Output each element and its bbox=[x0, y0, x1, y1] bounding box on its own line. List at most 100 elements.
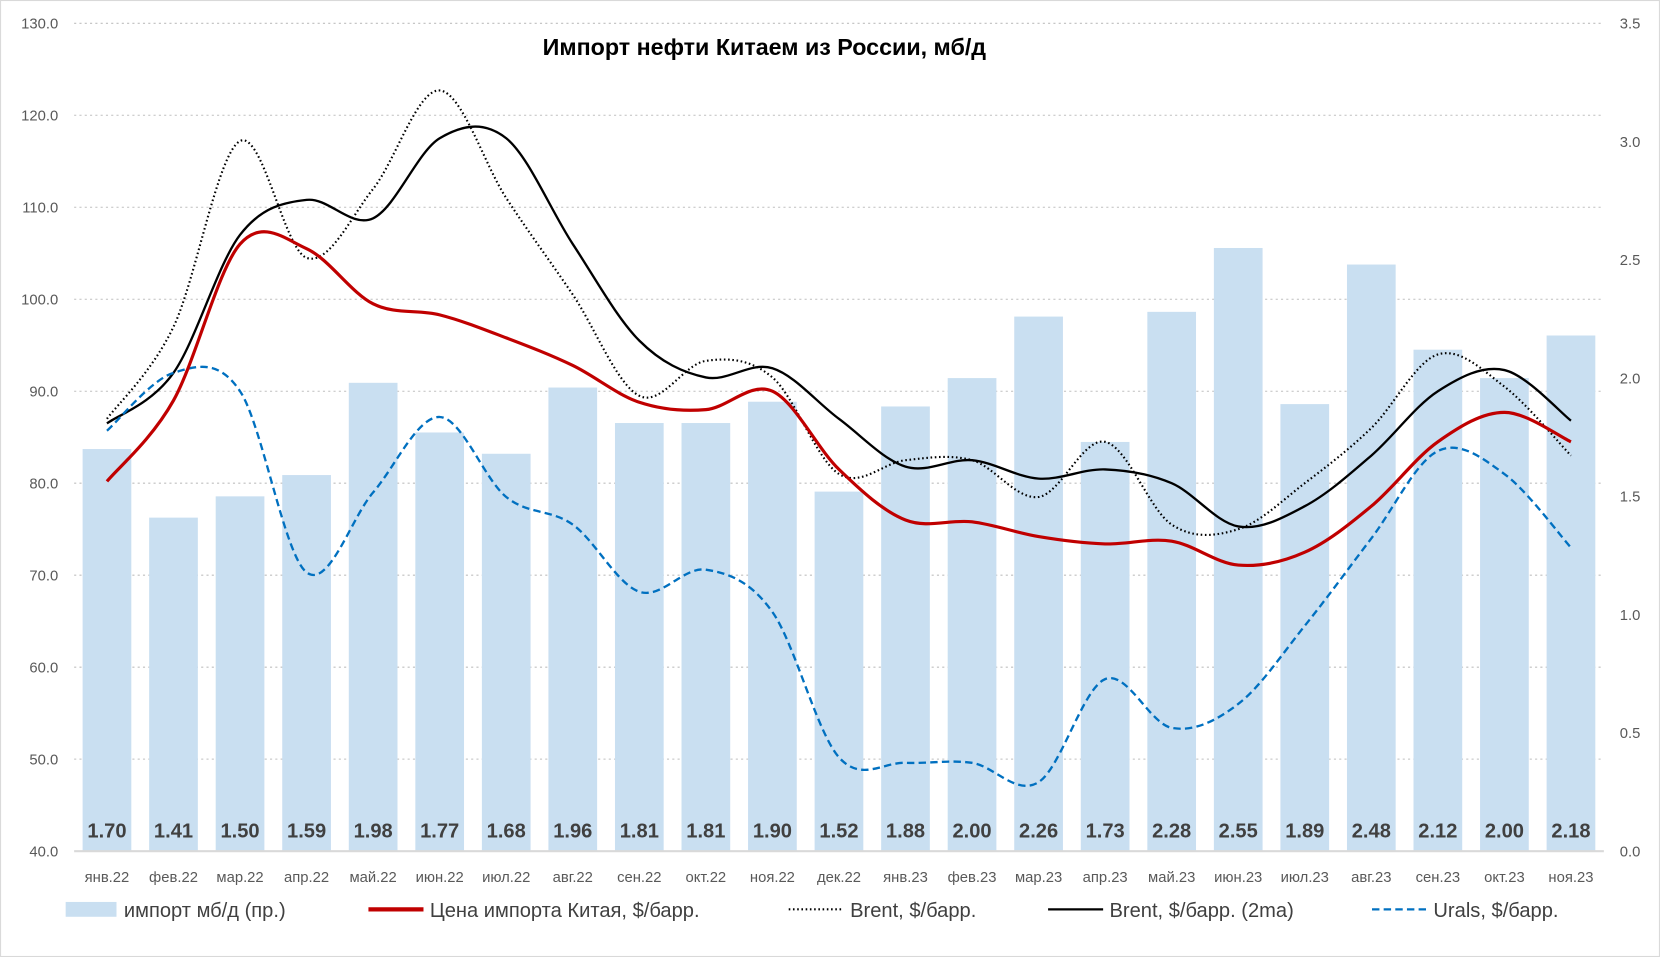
x-tick: июл.23 bbox=[1281, 870, 1329, 886]
y-left-tick: 80.0 bbox=[29, 476, 58, 492]
x-tick: фев.23 bbox=[948, 870, 997, 886]
y-right-tick: 2.0 bbox=[1620, 371, 1641, 387]
y-left-tick: 120.0 bbox=[21, 109, 58, 125]
bar bbox=[1346, 264, 1396, 852]
bar-data-label: 2.12 bbox=[1418, 820, 1457, 842]
bar bbox=[82, 449, 132, 852]
bar-data-label: 1.77 bbox=[420, 820, 459, 842]
bar bbox=[1014, 316, 1063, 852]
x-tick: окт.23 bbox=[1484, 870, 1525, 886]
x-tick: авг.22 bbox=[553, 870, 593, 886]
series-line-0 bbox=[105, 230, 1572, 568]
bar-data-label: 1.59 bbox=[287, 820, 326, 842]
bar-data-label: 1.50 bbox=[220, 820, 259, 842]
bar-data-label: 1.98 bbox=[354, 820, 393, 842]
x-tick: ноя.23 bbox=[1548, 870, 1593, 886]
y-left-tick: 50.0 bbox=[29, 752, 58, 768]
y-left-tick: 70.0 bbox=[29, 568, 58, 584]
bar bbox=[481, 453, 531, 852]
legend-label: Urals, $/барр. bbox=[1433, 900, 1558, 922]
x-tick: дек.22 bbox=[817, 870, 861, 886]
y-right-tick: 0.5 bbox=[1620, 726, 1641, 742]
legend-label: Цена импорта Китая, $/барр. bbox=[430, 900, 700, 922]
bar-data-label: 1.81 bbox=[686, 820, 725, 842]
bar-data-label: 2.18 bbox=[1551, 820, 1590, 842]
bar-data-label: 2.00 bbox=[1485, 820, 1524, 842]
bar bbox=[1546, 335, 1596, 852]
bar-data-label: 1.96 bbox=[553, 820, 592, 842]
bar-data-label: 1.41 bbox=[154, 820, 193, 842]
x-tick: фев.22 bbox=[149, 870, 198, 886]
chart-title: Импорт нефти Китаем из России, мб/д bbox=[543, 34, 987, 60]
bar bbox=[1280, 404, 1330, 852]
bar-data-label: 1.73 bbox=[1086, 820, 1125, 842]
bar bbox=[748, 401, 797, 852]
y-right-tick: 1.5 bbox=[1620, 490, 1641, 506]
bar-data-label: 1.70 bbox=[87, 820, 126, 842]
bar bbox=[282, 475, 331, 852]
bar-data-label: 1.88 bbox=[886, 820, 925, 842]
series-line-1 bbox=[106, 89, 1572, 536]
legend-label: импорт мб/д (пр.) bbox=[124, 900, 286, 922]
bar bbox=[415, 432, 465, 852]
y-right-tick: 2.5 bbox=[1620, 253, 1641, 269]
y-left-tick: 60.0 bbox=[29, 660, 58, 676]
x-tick: сен.22 bbox=[617, 870, 661, 886]
legend-swatch-bars bbox=[65, 901, 117, 917]
bar-data-label: 1.89 bbox=[1285, 820, 1324, 842]
bar-data-label: 2.28 bbox=[1152, 820, 1191, 842]
x-tick: мар.23 bbox=[1015, 870, 1062, 886]
legend-label: Brent, $/барр. (2ma) bbox=[1109, 900, 1293, 922]
x-tick: окт.22 bbox=[686, 870, 727, 886]
bar-data-label: 1.68 bbox=[487, 820, 526, 842]
bar-data-label: 1.81 bbox=[620, 820, 659, 842]
x-tick: май.22 bbox=[349, 870, 396, 886]
y-left-tick: 100.0 bbox=[21, 293, 58, 309]
legend-label: Brent, $/барр. bbox=[850, 900, 976, 922]
bar bbox=[1080, 441, 1130, 852]
bar bbox=[881, 406, 930, 852]
x-tick: сен.23 bbox=[1416, 870, 1460, 886]
y-left-tick: 40.0 bbox=[29, 844, 58, 860]
x-tick: янв.22 bbox=[85, 870, 130, 886]
y-right-tick: 3.5 bbox=[1620, 17, 1641, 33]
bar bbox=[149, 517, 198, 852]
x-tick: янв.23 bbox=[883, 870, 928, 886]
y-left-tick: 130.0 bbox=[21, 17, 58, 33]
bar bbox=[814, 491, 864, 852]
bar bbox=[1480, 378, 1529, 852]
x-tick: апр.22 bbox=[284, 870, 329, 886]
bar-data-label: 2.00 bbox=[952, 820, 991, 842]
bar bbox=[215, 496, 265, 852]
x-tick: май.23 bbox=[1148, 870, 1195, 886]
y-left-tick: 90.0 bbox=[29, 385, 58, 401]
bar bbox=[614, 423, 664, 852]
series-line-3 bbox=[106, 365, 1572, 787]
bar bbox=[681, 423, 731, 852]
y-left-tick: 110.0 bbox=[22, 201, 58, 217]
x-tick: июл.22 bbox=[482, 870, 530, 886]
y-right-tick: 0.0 bbox=[1620, 844, 1641, 860]
bar bbox=[548, 387, 598, 852]
x-tick: мар.22 bbox=[216, 870, 263, 886]
series-line-2 bbox=[106, 125, 1572, 529]
bar-data-label: 1.52 bbox=[819, 820, 858, 842]
bar-data-label: 2.55 bbox=[1219, 820, 1258, 842]
x-tick: ноя.22 bbox=[750, 870, 795, 886]
bar bbox=[1147, 311, 1197, 852]
y-right-tick: 3.0 bbox=[1620, 135, 1641, 151]
x-tick: авг.23 bbox=[1351, 870, 1391, 886]
y-right-tick: 1.0 bbox=[1620, 608, 1641, 624]
bar bbox=[1413, 349, 1463, 852]
bar-data-label: 2.26 bbox=[1019, 820, 1058, 842]
x-tick: июн.23 bbox=[1214, 870, 1262, 886]
bar-data-label: 2.48 bbox=[1352, 820, 1391, 842]
x-tick: июн.22 bbox=[416, 870, 464, 886]
x-tick: апр.23 bbox=[1083, 870, 1128, 886]
bar bbox=[1213, 247, 1263, 852]
bar bbox=[348, 382, 398, 852]
bar-data-label: 1.90 bbox=[753, 820, 792, 842]
bar bbox=[947, 378, 997, 852]
